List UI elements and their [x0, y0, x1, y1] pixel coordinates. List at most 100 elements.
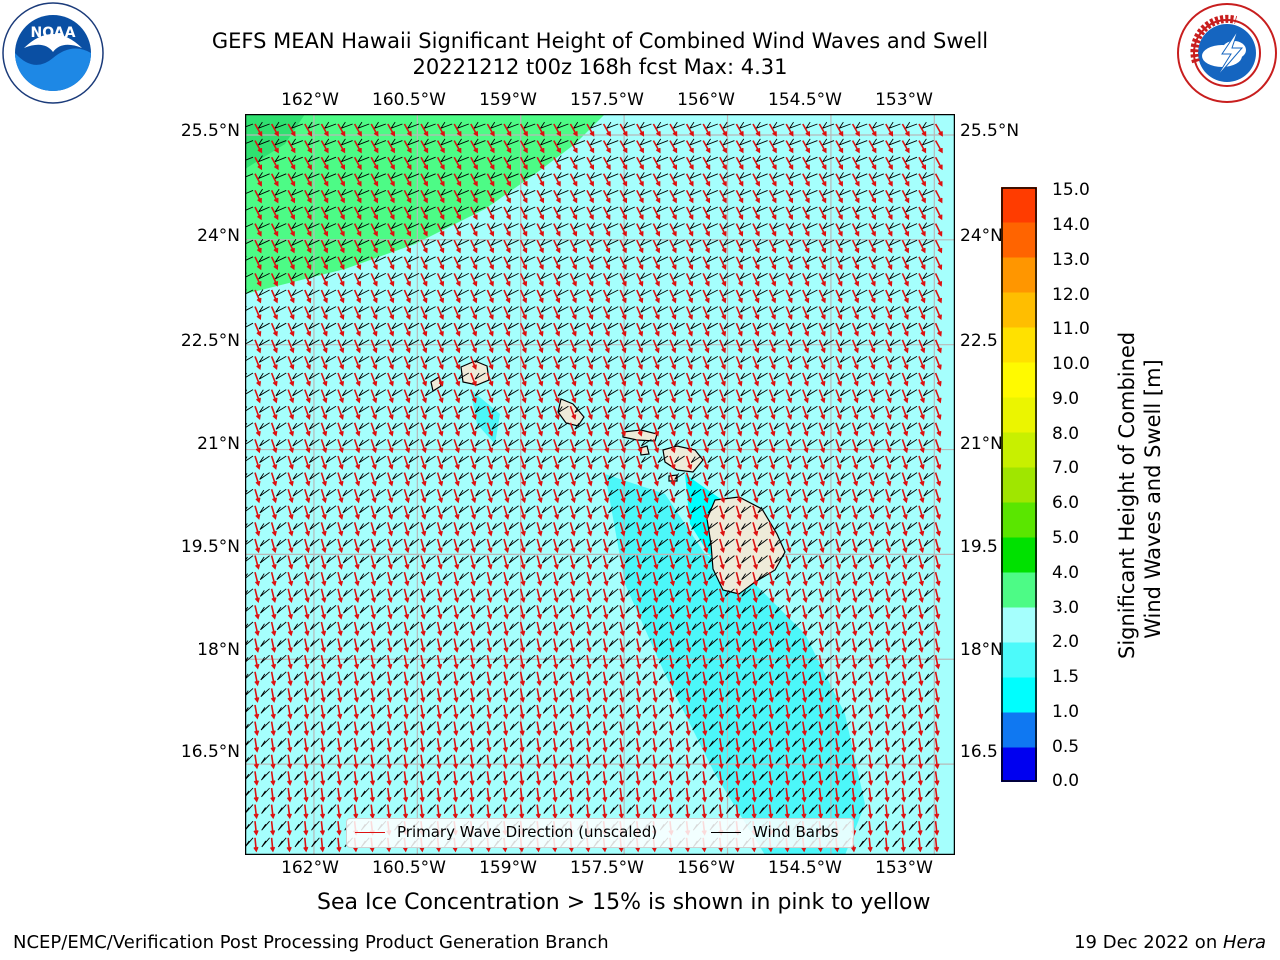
wave-arrow	[835, 588, 841, 604]
wind-barb	[923, 422, 934, 430]
wave-arrow	[387, 405, 394, 420]
wind-barb	[475, 538, 486, 547]
wind-barb	[308, 356, 320, 363]
wind-barb	[356, 155, 370, 163]
wind-barb	[558, 605, 569, 614]
wave-arrow	[586, 339, 594, 354]
wind-barb	[541, 405, 553, 413]
wind-barb	[758, 621, 768, 631]
wave-arrow	[569, 173, 578, 187]
wind-barb	[509, 688, 519, 697]
wave-arrow	[602, 638, 609, 653]
wave-arrow	[569, 522, 576, 537]
wave-arrow	[785, 505, 792, 520]
wave-arrow	[536, 671, 542, 687]
wind-barb	[559, 737, 569, 748]
wind-barb	[856, 455, 868, 464]
wave-arrow	[403, 273, 411, 287]
wave-arrow	[586, 605, 592, 620]
wave-arrow	[751, 804, 757, 820]
wind-barb	[458, 538, 470, 547]
wind-barb	[606, 255, 619, 264]
wave-arrow	[353, 156, 362, 171]
wave-arrow	[702, 405, 710, 420]
wind-barb	[772, 255, 785, 264]
wind-barb	[904, 188, 918, 197]
wind-barb	[259, 522, 270, 530]
wave-arrow	[337, 688, 343, 703]
wave-arrow	[851, 588, 858, 604]
wave-arrow	[619, 289, 627, 304]
wind-barb	[557, 305, 569, 313]
wind-barb	[790, 405, 802, 413]
wave-arrow	[287, 173, 296, 187]
wind-barb	[310, 638, 320, 647]
wind-barb	[705, 155, 718, 163]
wave-arrow	[553, 655, 559, 670]
wind-barb	[459, 605, 470, 614]
wind-barb	[276, 654, 287, 664]
wave-arrow	[818, 322, 826, 337]
wave-arrow	[337, 322, 345, 337]
wind-barb	[757, 555, 768, 564]
wave-arrow	[917, 837, 923, 853]
wave-arrow	[802, 389, 809, 404]
wind-barb	[742, 754, 752, 764]
wind-barb	[508, 522, 519, 530]
wind-barb	[491, 422, 503, 430]
wind-barb	[839, 322, 851, 330]
wind-barb	[425, 422, 436, 430]
wind-barb	[740, 372, 752, 380]
wave-arrow	[669, 488, 676, 504]
wind-barb	[839, 305, 851, 313]
wave-arrow	[851, 488, 859, 504]
wind-barb	[608, 571, 619, 581]
wave-arrow	[619, 505, 626, 520]
wind-barb	[340, 188, 353, 197]
wind-barb	[691, 654, 702, 664]
wave-arrow	[270, 804, 276, 820]
colorbar-tick: 6.0	[1052, 493, 1080, 513]
wave-arrow	[901, 322, 909, 337]
wave-arrow	[320, 372, 328, 387]
wind-barb	[756, 389, 768, 397]
wave-arrow	[735, 455, 743, 470]
wave-arrow	[619, 555, 626, 570]
wave-arrow	[735, 721, 741, 737]
wind-barb	[605, 205, 619, 213]
wave-arrow	[287, 356, 295, 371]
wave-arrow	[602, 505, 609, 520]
wind-barb	[924, 638, 934, 647]
wave-arrow	[270, 571, 277, 587]
wind-barb	[856, 305, 868, 313]
wave-arrow	[802, 655, 808, 670]
wind-barb	[572, 255, 586, 264]
wind-barb	[457, 339, 470, 347]
wind-barb	[725, 771, 735, 781]
wind-barb	[592, 654, 602, 664]
wind-barb	[738, 222, 752, 230]
wind-barb	[543, 804, 553, 814]
wind-barb	[907, 688, 918, 697]
wave-arrow	[553, 190, 561, 204]
wave-arrow	[818, 738, 824, 753]
wind-barb	[290, 172, 303, 180]
wind-barb	[259, 488, 270, 497]
wave-arrow	[719, 588, 725, 604]
wave-arrow	[337, 206, 345, 221]
wave-arrow	[768, 522, 775, 537]
wind-barb	[805, 255, 818, 264]
wave-arrow	[304, 422, 311, 437]
wave-arrow	[453, 140, 462, 154]
wind-barb	[805, 188, 818, 197]
wave-arrow	[553, 273, 561, 287]
wind-barb	[788, 121, 801, 130]
wind-barb	[674, 405, 685, 413]
wave-arrow	[636, 605, 642, 620]
wave-arrow	[287, 273, 295, 287]
lat-tick-right: 21°N	[960, 434, 1003, 454]
wind-barb	[657, 505, 669, 514]
wave-arrow	[486, 322, 494, 337]
wind-barb	[376, 721, 387, 731]
wind-barb	[509, 671, 519, 681]
